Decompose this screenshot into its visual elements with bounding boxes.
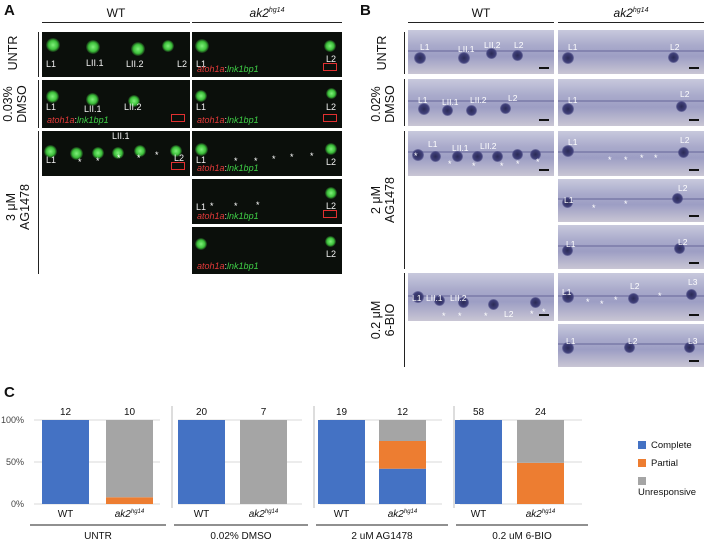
bar-partial	[379, 441, 426, 469]
panel-a-col-wt-rule	[42, 22, 190, 23]
panel-b-row-rule-dmso	[404, 79, 405, 126]
panel-a-image-mut-ag-3: L2 atoh1a:lnk1bp1	[192, 227, 342, 274]
bar-n-value: 19	[336, 407, 348, 418]
legend-label-complete: Complete	[651, 440, 692, 451]
bar-unresponsive	[240, 420, 287, 504]
panel-b-image-mut-ag-2: L1 L2 * *	[558, 179, 704, 222]
panel-a-image-wt-untr: L1 LII.1 LII.2 L2	[42, 32, 190, 77]
panel-b-image-wt-bio: L1 LII.1 LII.2 L2 * * * * *	[408, 273, 554, 321]
bar-category-label: WT	[58, 509, 74, 520]
bar-n-value: 12	[397, 407, 409, 418]
panel-a-col-mut: ak2hg14	[249, 6, 285, 20]
bar-complete	[455, 420, 502, 504]
group-label: 0.02% DMSO	[210, 531, 271, 540]
panel-b-image-mut-bio-1: L1 L2 L3 * * * *	[558, 273, 704, 321]
y-tick-label: 100%	[1, 415, 24, 425]
bar-category-label: WT	[334, 509, 350, 520]
legend-item-unresponsive: Unresponsive	[638, 476, 708, 498]
panel-a-row-label-dmso: 0.03% DMSO	[1, 85, 29, 123]
legend-item-complete: Complete	[638, 440, 692, 451]
bar-partial	[517, 462, 564, 504]
panel-b-col-mut: ak2hg14	[613, 6, 649, 20]
bar-n-value: 7	[261, 407, 267, 418]
panel-b-image-wt-ag: L1 LII.1 LII.2 * * * * * *	[408, 131, 554, 176]
panel-b-image-mut-ag-3: L1 L2	[558, 225, 704, 269]
group-label: 2 uM AG1478	[351, 531, 413, 540]
panel-a-image-mut-ag-1: L1 * * * * * L2 atoh1a:lnk1bp1	[192, 131, 342, 176]
panel-b-image-wt-untr: L1 LII.1 LII.2 L2	[408, 30, 554, 74]
panel-b-image-wt-dmso: L1 LII.1 LII.2 L2	[408, 79, 554, 126]
panel-b-image-mut-untr: L1 L2	[558, 30, 704, 74]
legend-swatch-unresponsive	[638, 477, 646, 485]
panel-b-letter: B	[360, 2, 371, 19]
panel-a-col-wt: WT	[106, 6, 126, 20]
panel-b-row-label-ag: 2 μM AG1478	[369, 177, 397, 223]
legend-label-unresponsive: Unresponsive	[638, 487, 697, 498]
y-tick-label: 50%	[6, 457, 24, 467]
y-tick-label: 0%	[11, 499, 24, 509]
panel-a-col-mut-rule	[192, 22, 342, 23]
panel-b-row-label-untr: UNTR	[375, 35, 389, 71]
bar-category-label: ak2hg14	[526, 509, 556, 520]
panel-b-col-wt: WT	[471, 6, 491, 20]
panel-a-row-label-untr: UNTR	[6, 35, 20, 71]
bar-n-value: 10	[124, 407, 136, 418]
bar-unresponsive	[106, 420, 153, 498]
panel-b-col-mut-rule	[558, 22, 704, 23]
panel-a-image-mut-ag-2: L1 * * * L2 atoh1a:lnk1bp1	[192, 179, 342, 224]
panel-c-chart: 0% 50% 100% 12 WT 10 ak2hg14 20 WT 7 ak2hg14 19 WT 12…	[1, 406, 588, 540]
panel-b-row-rule-ag	[404, 131, 405, 269]
panel-b-col-wt-rule	[408, 22, 554, 23]
panel-a-letter: A	[4, 2, 15, 19]
bar-complete	[318, 420, 365, 504]
panel-a-row-label-ag: 3 μM AG1478	[4, 184, 32, 230]
panel-a-row-rule-untr	[38, 32, 39, 77]
panel-a-image-mut-untr: L1 L2 atoh1a:lnk1bp1	[192, 32, 342, 77]
bar-n-value: 20	[196, 407, 208, 418]
panel-c-letter: C	[4, 384, 15, 401]
panel-b-row-rule-untr	[404, 32, 405, 74]
panel-a-row-rule-dmso	[38, 80, 39, 128]
panel-a-image-wt-ag: LII.1 L1 * * * * * L2	[42, 131, 190, 176]
bar-unresponsive	[379, 420, 426, 441]
bar-category-label: ak2hg14	[249, 509, 279, 520]
bar-category-label: ak2hg14	[388, 509, 418, 520]
legend-swatch-partial	[638, 459, 646, 467]
panel-b-row-rule-bio	[404, 273, 405, 367]
panel-a-row-rule-ag	[38, 131, 39, 274]
legend-label-partial: Partial	[651, 458, 678, 469]
bar-complete	[42, 420, 89, 504]
panel-b-image-mut-bio-2: L1 L2 L3	[558, 324, 704, 367]
bar-complete	[379, 468, 426, 504]
panel-b-image-mut-ag-1: L1 L2 * * * *	[558, 131, 704, 176]
group-label: UNTR	[84, 531, 112, 540]
bar-partial	[106, 497, 153, 504]
panel-b-image-mut-dmso: L1 L2	[558, 79, 704, 126]
bar-category-label: WT	[194, 509, 210, 520]
bar-unresponsive	[517, 420, 564, 463]
bar-complete	[178, 420, 225, 504]
bar-n-value: 58	[473, 407, 485, 418]
bar-category-label: ak2hg14	[115, 509, 145, 520]
panel-b-row-label-dmso: 0.02% DMSO	[369, 85, 397, 123]
group-label: 0.2 uM 6-BIO	[492, 531, 552, 540]
panel-b-row-label-bio: 0.2 μM 6-BIO	[369, 300, 397, 340]
legend-swatch-complete	[638, 441, 646, 449]
panel-a-image-wt-dmso: L1 LII.1 LII.2 atoh1a:lnk1bp1	[42, 80, 190, 128]
bar-category-label: WT	[471, 509, 487, 520]
bar-n-value: 24	[535, 407, 547, 418]
panel-a-image-mut-dmso: L1 L2 atoh1a:lnk1bp1	[192, 80, 342, 128]
legend-item-partial: Partial	[638, 458, 678, 469]
bar-n-value: 12	[60, 407, 72, 418]
